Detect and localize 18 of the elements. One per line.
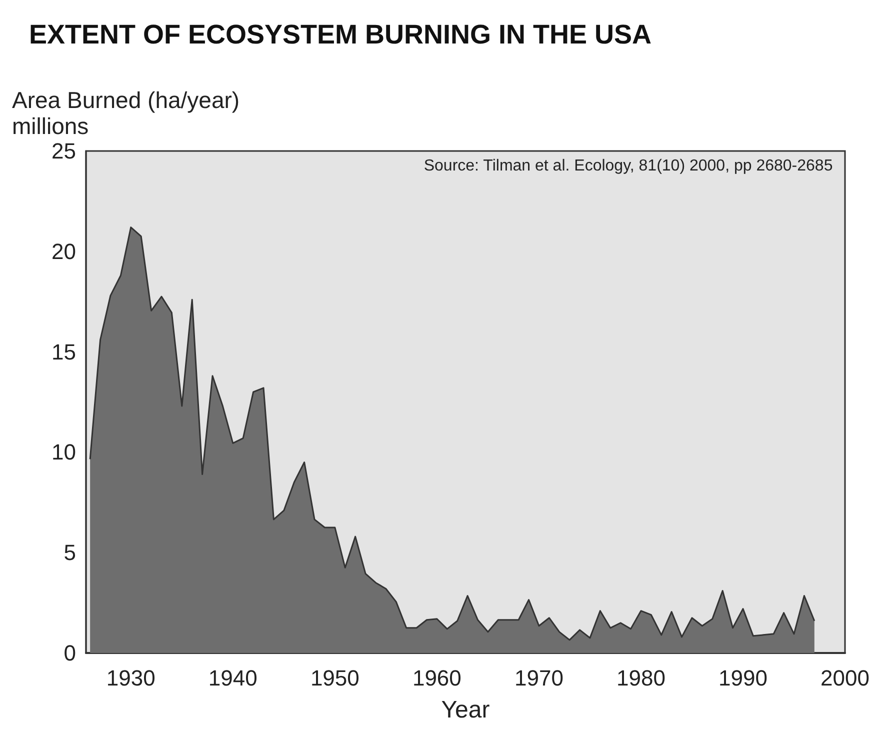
y-axis-title: Area Burned (ha/year) millions [12, 87, 240, 139]
x-tick-label: 1950 [310, 666, 360, 690]
x-tick-label: 1960 [412, 666, 462, 690]
x-tick-label: 1970 [514, 666, 564, 690]
y-tick-label: 15 [52, 339, 76, 364]
y-tick-label: 10 [52, 440, 76, 465]
y-tick-label: 0 [64, 640, 76, 666]
x-axis-title: Year [441, 696, 490, 724]
x-tick-label: 1980 [616, 666, 666, 690]
x-tick-label: 1940 [208, 666, 258, 690]
x-tick-label: 1930 [106, 666, 156, 690]
y-tick-label: 25 [52, 138, 76, 164]
x-tick-label: 2000 [820, 666, 870, 690]
y-tick-label: 20 [52, 238, 76, 264]
y-tick-label: 5 [64, 540, 76, 566]
x-tick-label: 1990 [718, 666, 768, 690]
chart-title: EXTENT OF ECOSYSTEM BURNING IN THE USA [29, 20, 652, 50]
annotation: Source: Tilman et al. Ecology, 81(10) 2000, pp 2680-2685 [424, 158, 833, 174]
